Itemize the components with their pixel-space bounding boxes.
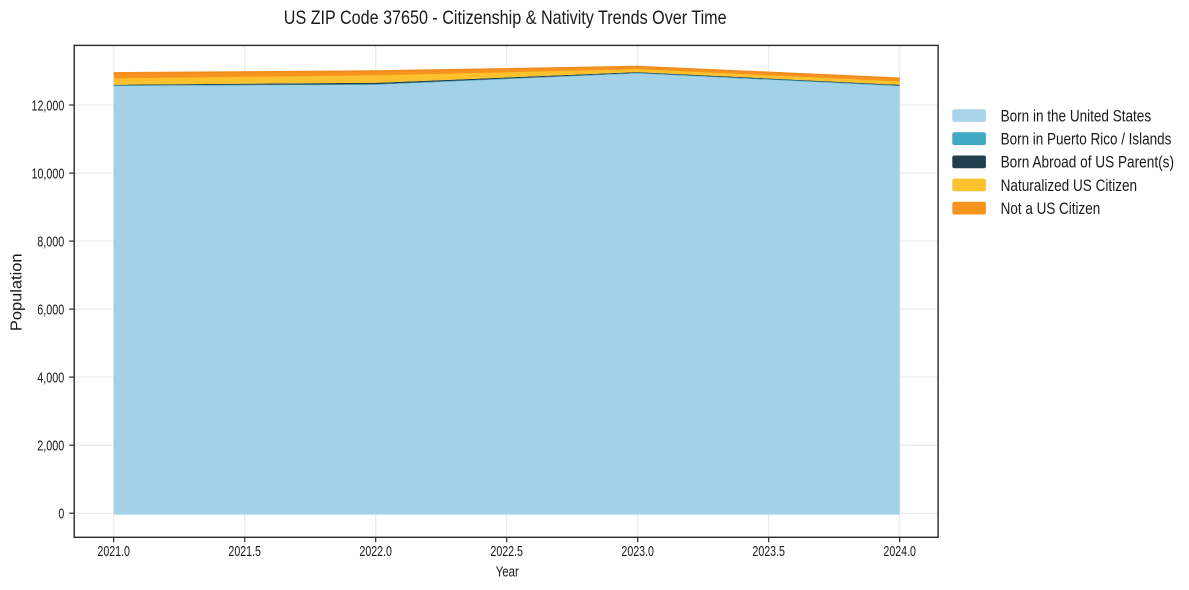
svg-text:2024.0: 2024.0 <box>883 543 916 560</box>
svg-text:8,000: 8,000 <box>37 233 64 250</box>
svg-text:6,000: 6,000 <box>37 301 64 318</box>
svg-text:US ZIP Code 37650 - Citizenshi: US ZIP Code 37650 - Citizenship & Nativi… <box>284 7 727 29</box>
svg-text:Born in the United States: Born in the United States <box>1001 106 1152 125</box>
svg-text:2023.0: 2023.0 <box>621 543 654 560</box>
svg-text:Not a US Citizen: Not a US Citizen <box>1001 199 1101 218</box>
svg-text:Naturalized US Citizen: Naturalized US Citizen <box>1001 176 1138 195</box>
svg-text:2021.5: 2021.5 <box>228 543 261 560</box>
svg-text:2,000: 2,000 <box>37 438 64 455</box>
svg-text:Year: Year <box>496 563 519 580</box>
svg-text:12,000: 12,000 <box>32 97 65 114</box>
svg-text:2023.5: 2023.5 <box>752 543 785 560</box>
svg-text:Population: Population <box>9 253 26 331</box>
svg-text:2022.5: 2022.5 <box>490 543 523 560</box>
svg-text:10,000: 10,000 <box>32 165 65 182</box>
svg-text:2021.0: 2021.0 <box>97 543 130 560</box>
svg-text:4,000: 4,000 <box>37 369 64 386</box>
svg-text:2022.0: 2022.0 <box>359 543 392 560</box>
svg-text:Born Abroad of US Parent(s): Born Abroad of US Parent(s) <box>1001 153 1174 172</box>
svg-text:Born in Puerto Rico / Islands: Born in Puerto Rico / Islands <box>1001 130 1172 149</box>
svg-text:0: 0 <box>58 506 64 523</box>
